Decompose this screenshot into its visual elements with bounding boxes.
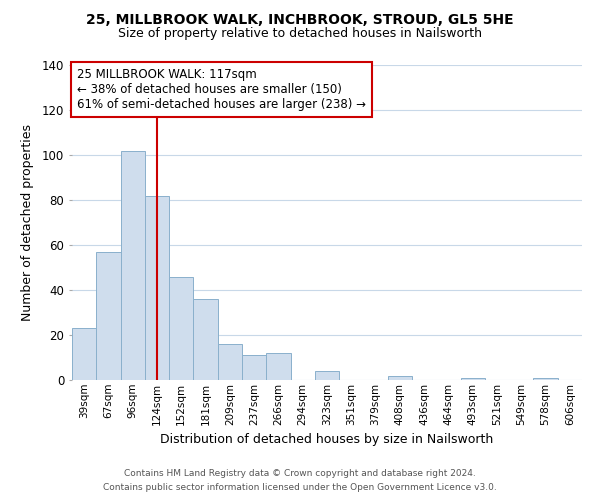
Text: 25 MILLBROOK WALK: 117sqm
← 38% of detached houses are smaller (150)
61% of semi: 25 MILLBROOK WALK: 117sqm ← 38% of detac… xyxy=(77,68,366,111)
Bar xyxy=(72,328,96,380)
Bar xyxy=(193,299,218,380)
Bar xyxy=(121,150,145,380)
Text: Contains public sector information licensed under the Open Government Licence v3: Contains public sector information licen… xyxy=(103,484,497,492)
Bar xyxy=(96,252,121,380)
Bar xyxy=(169,276,193,380)
Y-axis label: Number of detached properties: Number of detached properties xyxy=(20,124,34,321)
Bar xyxy=(315,371,339,380)
Bar xyxy=(388,376,412,380)
Bar xyxy=(218,344,242,380)
Bar xyxy=(266,353,290,380)
Text: 25, MILLBROOK WALK, INCHBROOK, STROUD, GL5 5HE: 25, MILLBROOK WALK, INCHBROOK, STROUD, G… xyxy=(86,12,514,26)
Bar xyxy=(145,196,169,380)
X-axis label: Distribution of detached houses by size in Nailsworth: Distribution of detached houses by size … xyxy=(160,433,494,446)
Text: Size of property relative to detached houses in Nailsworth: Size of property relative to detached ho… xyxy=(118,28,482,40)
Bar xyxy=(533,378,558,380)
Text: Contains HM Land Registry data © Crown copyright and database right 2024.: Contains HM Land Registry data © Crown c… xyxy=(124,468,476,477)
Bar xyxy=(461,378,485,380)
Bar xyxy=(242,355,266,380)
